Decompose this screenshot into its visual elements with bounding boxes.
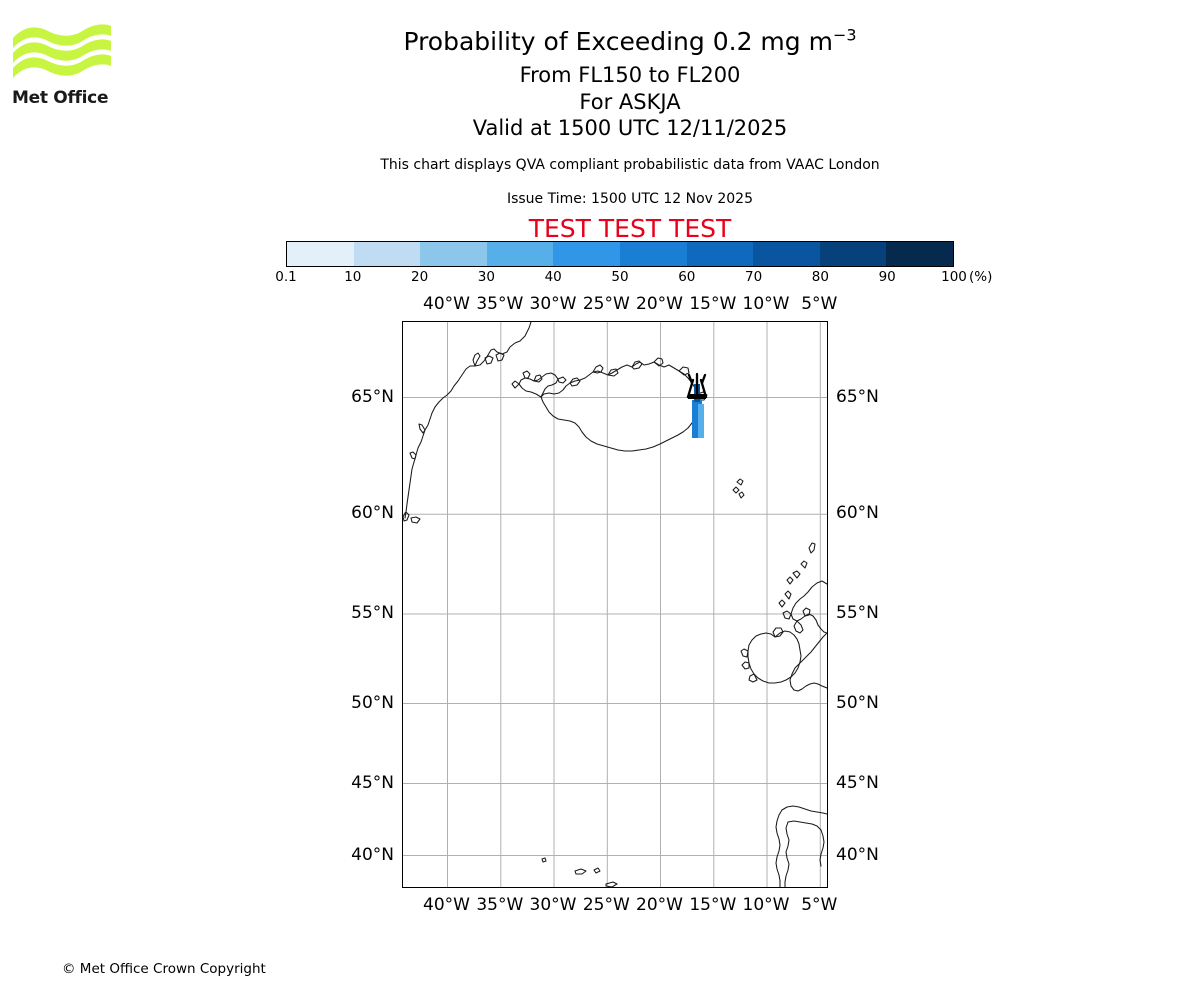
lat-label-left-55°N: 55°N (351, 603, 394, 623)
colorbar-tick-40: 40 (544, 269, 562, 285)
lon-label-top-5°W: 5°W (801, 294, 838, 314)
colorbar-segment-1 (353, 242, 421, 266)
lon-label-bottom-40°W: 40°W (423, 895, 470, 915)
lat-label-left-60°N: 60°N (351, 503, 394, 524)
lat-label-right-45°N: 45°N (836, 772, 879, 793)
colorbar-segment-3 (486, 242, 554, 266)
lon-label-bottom-20°W: 20°W (636, 895, 683, 915)
lon-label-top-15°W: 15°W (689, 294, 737, 314)
colorbar-unit-label: (%) (969, 269, 993, 285)
lon-label-bottom-10°W: 10°W (742, 895, 790, 915)
colorbar-tick-50: 50 (611, 269, 629, 285)
colorbar-tick-10: 10 (344, 269, 362, 285)
colorbar-tick-100: 100 (941, 269, 967, 285)
page-title-exponent: −3 (832, 25, 857, 45)
map-plot-area[interactable] (402, 321, 828, 888)
colorbar-tick-70: 70 (745, 269, 763, 285)
colorbar-tick-20: 20 (411, 269, 429, 285)
lon-label-top-20°W: 20°W (636, 294, 683, 314)
colorbar-tick-60: 60 (678, 269, 696, 285)
colorbar-tick-80: 80 (811, 269, 829, 285)
colorbar-gradient (286, 241, 954, 267)
colorbar-tick-90: 90 (878, 269, 896, 285)
volcano-subtitle: For ASKJA (579, 90, 681, 114)
colorbar-segment-8 (819, 242, 887, 266)
colorbar-segment-5 (619, 242, 687, 266)
colorbar-tick-30: 30 (477, 269, 495, 285)
lon-label-top-10°W: 10°W (742, 294, 790, 314)
lat-label-right-40°N: 40°N (836, 844, 879, 865)
lat-label-left-50°N: 50°N (351, 692, 394, 713)
met-office-logo (12, 22, 112, 112)
colorbar-segment-2 (420, 242, 487, 266)
page-title: Probability of Exceeding 0.2 mg m−3 (230, 27, 1030, 57)
lon-label-top-40°W: 40°W (423, 294, 470, 314)
lat-label-left-65°N: 65°N (351, 386, 394, 407)
lon-label-bottom-35°W: 35°W (476, 895, 524, 915)
lat-label-right-55°N: 55°N (836, 603, 879, 623)
copyright-notice: © Met Office Crown Copyright (62, 961, 266, 977)
probability-colorbar (286, 241, 954, 267)
colorbar-segment-4 (553, 242, 620, 266)
colorbar-segment-9 (886, 242, 953, 266)
lon-label-top-30°W: 30°W (529, 294, 577, 314)
lat-label-right-50°N: 50°N (836, 692, 879, 713)
page-title-text: Probability of Exceeding 0.2 mg m (403, 27, 833, 56)
lat-label-left-40°N: 40°N (351, 844, 394, 865)
colorbar-tick-labels: 0.1 10 20 30 40 50 60 70 80 90 100 (275, 269, 967, 287)
valid-time-subtitle: Valid at 1500 UTC 12/11/2025 (472, 116, 788, 140)
lon-label-bottom-5°W: 5°W (801, 895, 838, 915)
issue-time: Issue Time: 1500 UTC 12 Nov 2025 (506, 191, 754, 207)
met-office-wordmark: Met Office (12, 88, 109, 108)
lon-label-top-35°W: 35°W (476, 294, 524, 314)
colorbar-segment-0 (287, 242, 354, 266)
colorbar-segment-7 (753, 242, 820, 266)
lon-label-bottom-15°W: 15°W (689, 895, 737, 915)
lon-label-top-25°W: 25°W (582, 294, 630, 314)
qva-note: This chart displays QVA compliant probab… (380, 157, 880, 173)
lat-label-left-45°N: 45°N (351, 772, 394, 793)
lat-label-right-65°N: 65°N (836, 386, 879, 407)
flight-level-subtitle: From FL150 to FL200 (519, 63, 741, 87)
colorbar-segment-6 (686, 242, 754, 266)
lon-label-bottom-25°W: 25°W (582, 895, 630, 915)
test-banner: TEST TEST TEST (528, 214, 732, 243)
lat-label-right-60°N: 60°N (836, 503, 879, 524)
lon-label-bottom-30°W: 30°W (529, 895, 577, 915)
colorbar-tick-0.1: 0.1 (275, 269, 297, 285)
